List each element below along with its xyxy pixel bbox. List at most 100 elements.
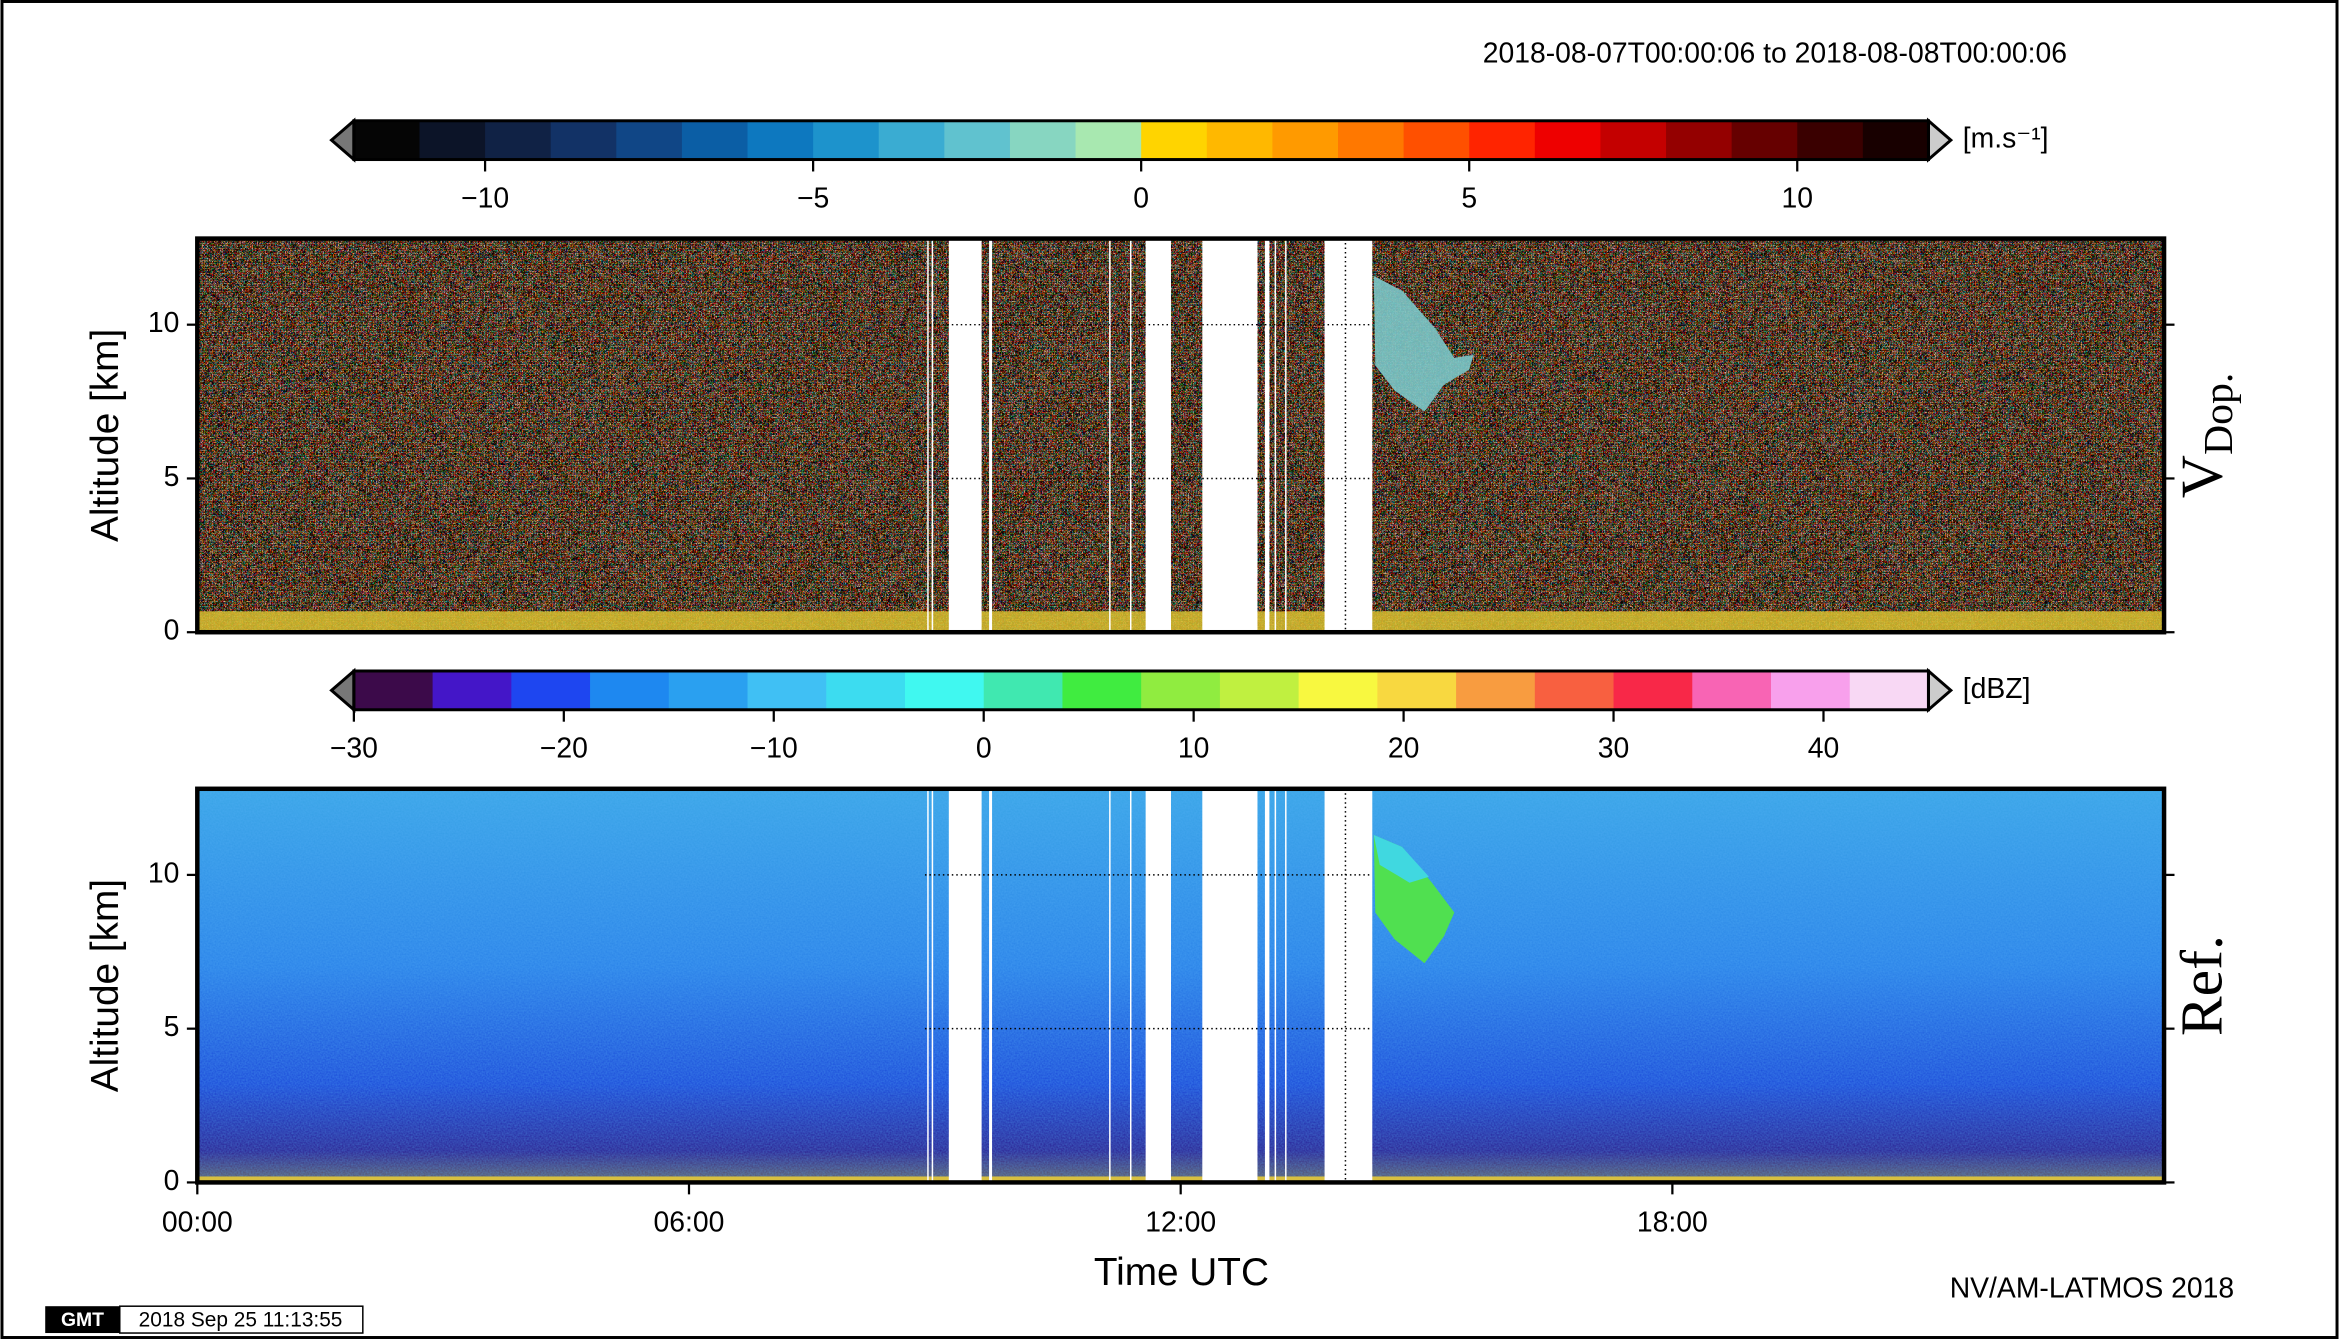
timestamp-box — [119, 1305, 364, 1334]
colorbar-segment — [353, 120, 421, 160]
colorbar-segment — [747, 120, 814, 160]
colorbar-segment — [1219, 670, 1300, 710]
x-tick-label: 18:00 — [1637, 1207, 1708, 1239]
colorbar-segment — [904, 670, 985, 710]
logo-box — [45, 1306, 120, 1334]
y-tick-label: 0 — [164, 615, 180, 647]
colorbar-unit: [dBZ] — [1963, 673, 2031, 705]
colorbar-segment — [550, 120, 618, 160]
colorbar-segment — [1771, 670, 1851, 710]
colorbar-segment — [1731, 120, 1798, 160]
timestamp: 2018 Sep 25 11:13:55 — [139, 1309, 343, 1332]
colorbar-segment — [668, 670, 749, 710]
colorbar-segment — [1272, 120, 1339, 160]
colorbar-over — [1926, 117, 1954, 163]
colorbar-tick-label: 40 — [1808, 733, 1840, 765]
colorbar-segment — [1403, 120, 1470, 160]
colorbar-tick-label: −30 — [330, 733, 378, 765]
data-gap — [948, 788, 982, 1183]
colorbar-segment — [485, 120, 552, 160]
data-gap — [1264, 788, 1270, 1183]
ground-band — [197, 611, 2165, 633]
colorbar-segment — [813, 120, 880, 160]
y-axis-title: Altitude [km] — [84, 879, 127, 1092]
colorbar-segment — [878, 120, 946, 160]
x-tick-label: 06:00 — [654, 1207, 725, 1239]
field-noise — [197, 788, 2165, 1183]
field-noise — [197, 238, 2165, 633]
colorbar-segment — [1600, 120, 1667, 160]
colorbar-segment — [1849, 670, 1930, 710]
cloud-edge — [1373, 835, 1429, 883]
colorbar-tick-label: −5 — [797, 182, 829, 214]
colorbar-segment — [1337, 120, 1405, 160]
colorbar-segment — [1862, 120, 1930, 160]
colorbar-segment — [747, 670, 827, 710]
plot-frame — [195, 236, 2167, 635]
colorbar-segment — [353, 670, 434, 710]
colorbar-under — [329, 667, 356, 714]
data-gap — [989, 788, 993, 1183]
data-gap — [1202, 788, 1258, 1183]
y-tick-label: 5 — [164, 1011, 180, 1043]
colorbar-over — [1926, 667, 1954, 714]
panel-label-main: V — [2168, 455, 2234, 498]
ground-band — [197, 1176, 2165, 1181]
colorbar-segment — [983, 670, 1064, 710]
y-tick-label: 10 — [148, 307, 180, 339]
colorbar-segment — [419, 120, 486, 160]
colorbar-segment — [432, 670, 513, 710]
colorbar-segment — [826, 670, 906, 710]
x-tick-label: 00:00 — [162, 1207, 233, 1239]
colorbar-tick-label: 30 — [1598, 733, 1630, 765]
colorbar-tick-label: −20 — [540, 733, 588, 765]
panel-label: Ref. — [2168, 935, 2234, 1036]
colorbar-segment — [1062, 670, 1142, 710]
data-gap — [1324, 788, 1373, 1183]
colorbar-tick-label: 10 — [1178, 733, 1210, 765]
colorbar-segment — [1298, 670, 1379, 710]
colorbar-tick-label: 20 — [1388, 733, 1420, 765]
y-tick-label: 5 — [164, 461, 180, 493]
y-tick-label: 0 — [164, 1165, 180, 1197]
chart-title: 2018-08-07T00:00:06 to 2018-08-08T00:00:… — [1483, 38, 2067, 70]
colorbar-segment — [1206, 120, 1274, 160]
data-gap — [1145, 788, 1171, 1183]
colorbar-segment — [1141, 120, 1208, 160]
colorbar-tick-label: 5 — [1461, 182, 1477, 214]
colorbar-frame — [352, 669, 1930, 712]
colorbar-tick-label: −10 — [461, 182, 509, 214]
colorbar-segment — [511, 670, 591, 710]
y-tick-label: 10 — [148, 857, 180, 889]
credit: NV/AM-LATMOS 2018 — [1950, 1272, 2234, 1304]
colorbar-segment — [1613, 670, 1694, 710]
colorbar-segment — [1534, 670, 1615, 710]
logo: GMT — [61, 1309, 104, 1331]
colorbar-segment — [590, 670, 670, 710]
colorbar-segment — [681, 120, 749, 160]
colorbar-segment — [1075, 120, 1142, 160]
data-gap — [1145, 238, 1171, 633]
colorbar-tick-label: −10 — [750, 733, 798, 765]
x-tick-label: 12:00 — [1145, 1207, 1216, 1239]
panel-label-main: Ref. — [2168, 935, 2234, 1036]
colorbar-segment — [944, 120, 1011, 160]
colorbar-segment — [1692, 670, 1772, 710]
colorbar-segment — [1797, 120, 1864, 160]
data-gap — [948, 238, 982, 633]
colorbar-unit: [m.s⁻¹] — [1963, 123, 2049, 155]
x-axis-title: Time UTC — [1094, 1251, 1269, 1294]
colorbar-tick-label: 0 — [976, 733, 992, 765]
panel-label: VDop. — [2168, 373, 2242, 498]
colorbar-segment — [1141, 670, 1221, 710]
colorbar-segment — [1534, 120, 1602, 160]
colorbar-segment — [1666, 120, 1733, 160]
data-gap — [989, 238, 993, 633]
y-axis-title: Altitude [km] — [84, 329, 127, 542]
colorbar-segment — [1469, 120, 1536, 160]
colorbar-tick-label: 0 — [1133, 182, 1149, 214]
data-gap — [1324, 238, 1373, 633]
